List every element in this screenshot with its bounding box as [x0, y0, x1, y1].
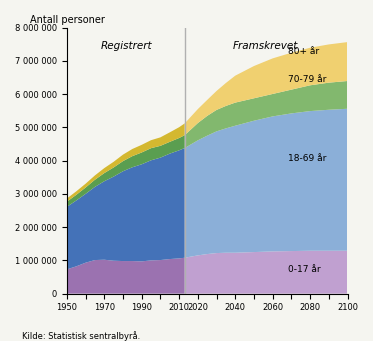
Text: 0-17 år: 0-17 år	[288, 265, 320, 274]
Text: Kilde: Statistisk sentralbyrå.: Kilde: Statistisk sentralbyrå.	[22, 331, 141, 341]
Text: 80+ år: 80+ år	[288, 47, 319, 56]
Text: 18-69 år: 18-69 år	[288, 154, 326, 163]
Text: Antall personer: Antall personer	[30, 15, 105, 25]
Text: 70-79 år: 70-79 år	[288, 75, 326, 85]
Text: Framskrevet: Framskrevet	[232, 41, 298, 51]
Text: Registrert: Registrert	[101, 41, 153, 51]
